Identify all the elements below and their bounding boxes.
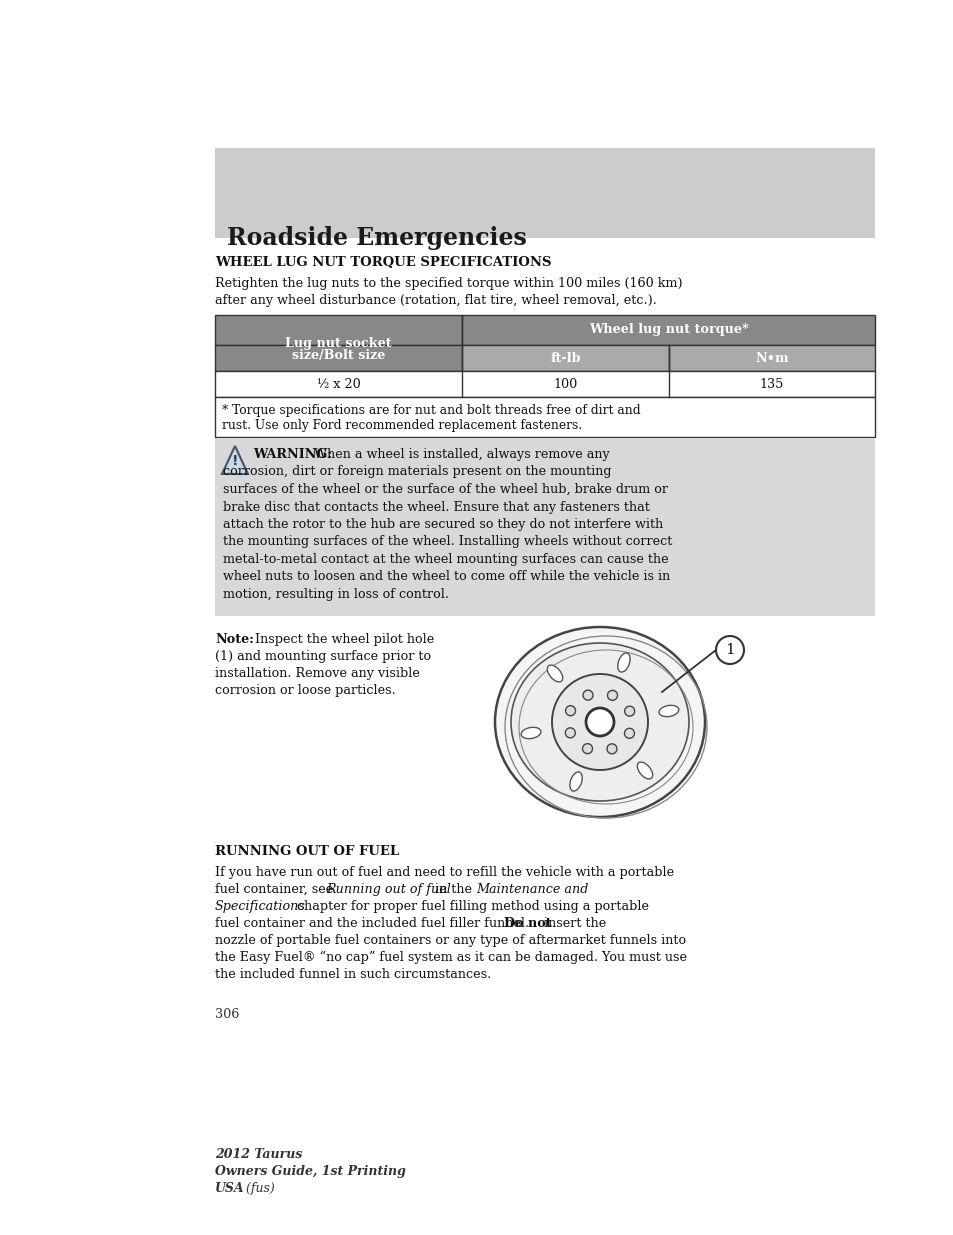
- Bar: [214, 370, 874, 396]
- Bar: [214, 148, 874, 238]
- Circle shape: [716, 636, 743, 664]
- Circle shape: [624, 729, 634, 739]
- Bar: [668, 345, 874, 370]
- Text: fuel container, see: fuel container, see: [214, 883, 337, 897]
- Text: 100: 100: [553, 378, 578, 390]
- Ellipse shape: [618, 653, 630, 672]
- Ellipse shape: [511, 643, 688, 802]
- Text: 2012 Taurus: 2012 Taurus: [214, 1149, 302, 1161]
- Text: metal-to-metal contact at the wheel mounting surfaces can cause the: metal-to-metal contact at the wheel moun…: [223, 553, 668, 566]
- Text: Wheel lug nut torque*: Wheel lug nut torque*: [588, 324, 748, 336]
- Text: the Easy Fuel® “no cap” fuel system as it can be damaged. You must use: the Easy Fuel® “no cap” fuel system as i…: [214, 951, 686, 965]
- Text: (1) and mounting surface prior to: (1) and mounting surface prior to: [214, 650, 431, 663]
- Text: Do not: Do not: [503, 918, 551, 930]
- Text: 306: 306: [214, 1008, 239, 1021]
- Text: brake disc that contacts the wheel. Ensure that any fasteners that: brake disc that contacts the wheel. Ensu…: [223, 500, 649, 514]
- Ellipse shape: [547, 664, 562, 682]
- Text: size/Bolt size: size/Bolt size: [292, 350, 385, 363]
- Text: ½ x 20: ½ x 20: [316, 378, 360, 390]
- Text: corrosion or loose particles.: corrosion or loose particles.: [214, 684, 395, 697]
- Text: corrosion, dirt or foreign materials present on the mounting: corrosion, dirt or foreign materials pre…: [223, 466, 611, 478]
- Circle shape: [624, 706, 634, 716]
- Text: N•m: N•m: [754, 352, 788, 364]
- Bar: [214, 345, 462, 370]
- Text: Owners Guide, 1st Printing: Owners Guide, 1st Printing: [214, 1165, 405, 1178]
- Text: 1: 1: [724, 643, 734, 657]
- Text: Lug nut socket: Lug nut socket: [285, 336, 392, 350]
- Text: rust. Use only Ford recommended replacement fasteners.: rust. Use only Ford recommended replacem…: [222, 419, 581, 432]
- Text: Running out of fuel: Running out of fuel: [326, 883, 451, 897]
- Circle shape: [565, 705, 575, 716]
- Text: If you have run out of fuel and need to refill the vehicle with a portable: If you have run out of fuel and need to …: [214, 866, 674, 879]
- Text: the mounting surfaces of the wheel. Installing wheels without correct: the mounting surfaces of the wheel. Inst…: [223, 536, 672, 548]
- Text: Note:: Note:: [214, 634, 253, 646]
- Bar: [462, 315, 874, 345]
- Text: * Torque specifications are for nut and bolt threads free of dirt and: * Torque specifications are for nut and …: [222, 404, 640, 417]
- Text: motion, resulting in loss of control.: motion, resulting in loss of control.: [223, 588, 449, 601]
- Circle shape: [607, 690, 617, 700]
- Text: 135: 135: [759, 378, 783, 390]
- Circle shape: [582, 690, 593, 700]
- Text: after any wheel disturbance (rotation, flat tire, wheel removal, etc.).: after any wheel disturbance (rotation, f…: [214, 294, 657, 308]
- Bar: [214, 315, 462, 345]
- Text: the included funnel in such circumstances.: the included funnel in such circumstance…: [214, 968, 491, 981]
- Bar: [214, 438, 874, 616]
- Polygon shape: [222, 446, 248, 474]
- Text: !: !: [232, 454, 238, 468]
- Text: wheel nuts to loosen and the wheel to come off while the vehicle is in: wheel nuts to loosen and the wheel to co…: [223, 571, 670, 583]
- Ellipse shape: [495, 627, 704, 818]
- Ellipse shape: [637, 762, 652, 779]
- Text: surfaces of the wheel or the surface of the wheel hub, brake drum or: surfaces of the wheel or the surface of …: [223, 483, 667, 496]
- Text: USA: USA: [214, 1182, 244, 1195]
- Text: insert the: insert the: [539, 918, 606, 930]
- Text: WARNING:: WARNING:: [253, 448, 332, 461]
- Text: Inspect the wheel pilot hole: Inspect the wheel pilot hole: [251, 634, 434, 646]
- Circle shape: [582, 743, 592, 753]
- Text: RUNNING OUT OF FUEL: RUNNING OUT OF FUEL: [214, 845, 398, 858]
- Text: Specifications: Specifications: [214, 900, 306, 913]
- Text: ft-lb: ft-lb: [550, 352, 580, 364]
- Text: Maintenance and: Maintenance and: [476, 883, 588, 897]
- Text: WHEEL LUG NUT TORQUE SPECIFICATIONS: WHEEL LUG NUT TORQUE SPECIFICATIONS: [214, 256, 551, 269]
- Text: Roadside Emergencies: Roadside Emergencies: [227, 226, 526, 249]
- Ellipse shape: [659, 705, 679, 716]
- Text: in the: in the: [431, 883, 476, 897]
- Circle shape: [552, 674, 647, 769]
- Circle shape: [606, 743, 617, 753]
- Bar: [462, 345, 668, 370]
- Text: When a wheel is installed, always remove any: When a wheel is installed, always remove…: [310, 448, 609, 461]
- Ellipse shape: [520, 727, 540, 739]
- Circle shape: [585, 708, 614, 736]
- Text: (fus): (fus): [242, 1182, 274, 1195]
- Text: Retighten the lug nuts to the specified torque within 100 miles (160 km): Retighten the lug nuts to the specified …: [214, 277, 682, 290]
- Circle shape: [565, 727, 575, 737]
- Text: attach the rotor to the hub are secured so they do not interfere with: attach the rotor to the hub are secured …: [223, 517, 662, 531]
- Text: nozzle of portable fuel containers or any type of aftermarket funnels into: nozzle of portable fuel containers or an…: [214, 934, 685, 947]
- Text: installation. Remove any visible: installation. Remove any visible: [214, 667, 419, 680]
- Text: fuel container and the included fuel filler funnel.: fuel container and the included fuel fil…: [214, 918, 533, 930]
- Text: chapter for proper fuel filling method using a portable: chapter for proper fuel filling method u…: [293, 900, 648, 913]
- Bar: [214, 396, 874, 437]
- Ellipse shape: [569, 772, 581, 792]
